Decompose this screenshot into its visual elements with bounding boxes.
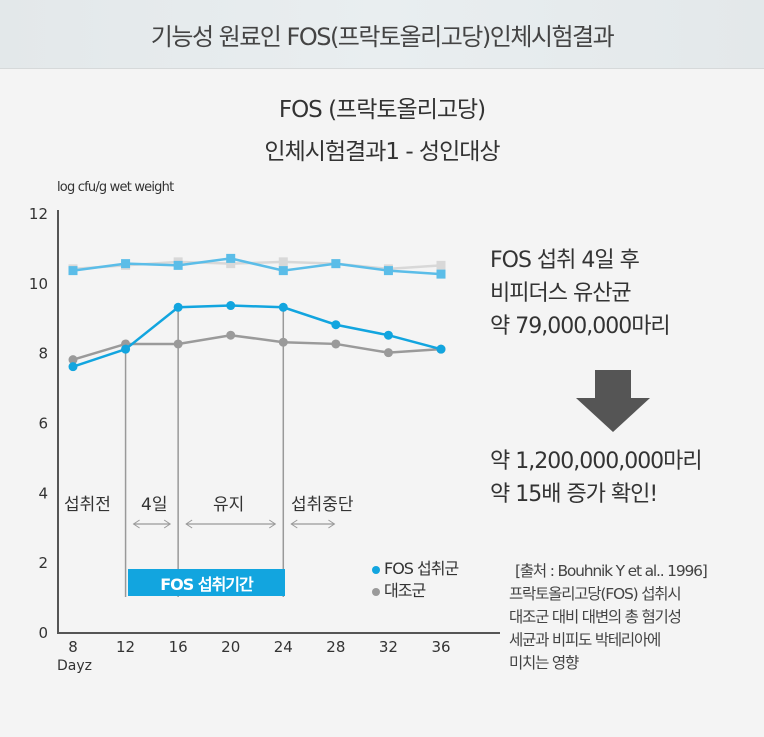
data-point — [173, 260, 183, 270]
arrow-head — [163, 519, 172, 529]
y-axis-label: log cfu/g wet weight — [57, 180, 174, 195]
data-point — [226, 259, 236, 269]
y-tick-label: 8 — [38, 345, 48, 363]
data-point — [68, 362, 78, 372]
arrow-head — [328, 519, 336, 529]
data-point — [383, 266, 393, 276]
legend-label: 대조군 — [384, 581, 426, 600]
data-point — [278, 337, 288, 347]
x-tick-label: 20 — [221, 638, 240, 656]
period-label-before: 섭취전 — [64, 495, 111, 515]
period-label-maintain: 유지 — [213, 495, 245, 515]
source-note: [출처 : Bouhnik Y et al.. 1996] 프락토올리고당(FO… — [509, 560, 708, 675]
source-line: [출처 : Bouhnik Y et al.. 1996] — [515, 562, 708, 580]
down-arrow-icon — [576, 370, 650, 436]
data-point — [226, 301, 236, 311]
chart-title-1: FOS (프락토올리고당) — [278, 97, 486, 123]
data-point — [278, 257, 288, 267]
arrow-head — [132, 519, 140, 529]
data-point — [121, 259, 131, 269]
y-tick-label: 0 — [38, 624, 48, 642]
data-point — [436, 269, 446, 279]
data-point — [436, 344, 446, 354]
series-line — [72, 304, 442, 368]
legend-item-control: 대조군 — [372, 580, 458, 602]
note-line: FOS 섭취 4일 후 — [490, 248, 640, 273]
legend-label: FOS 섭취군 — [384, 559, 459, 578]
data-point — [226, 253, 236, 263]
x-axis-label: Dayz — [57, 658, 92, 674]
x-tick-label: 36 — [431, 638, 450, 656]
x-tick-label: 32 — [379, 638, 398, 656]
arrow-head — [290, 519, 298, 529]
x-tick-label: 12 — [116, 638, 135, 656]
gray-dot-icon — [372, 587, 380, 596]
data-point — [331, 339, 341, 349]
data-point — [121, 344, 131, 354]
y-tick-label: 6 — [38, 415, 48, 433]
data-point — [383, 330, 393, 340]
legend: FOS 섭취군 대조군 — [372, 558, 459, 602]
note-before: FOS 섭취 4일 후 비피더스 유산균 약 79,000,000마리 — [490, 244, 671, 343]
note-line: 비피더스 유산균 — [490, 281, 632, 306]
data-point — [226, 330, 236, 340]
y-tick-label: 4 — [38, 484, 48, 502]
period-label-4days: 4일 — [141, 495, 168, 515]
arrow-head — [185, 519, 193, 529]
legend-item-fos: FOS 섭취군 — [372, 558, 459, 580]
data-point — [278, 302, 288, 312]
source-line: 세균과 비피도 박테리아에 — [509, 631, 661, 649]
header-title: 기능성 원료인 FOS(프락토올리고당)인체시험결과 — [0, 0, 764, 69]
blue-dot-icon — [372, 565, 380, 574]
y-tick-label: 12 — [29, 205, 48, 223]
y-tick-label: 10 — [29, 275, 48, 293]
source-line: 미치는 영향 — [509, 654, 579, 672]
series-line — [72, 257, 442, 276]
arrow-head — [269, 519, 277, 529]
data-point — [383, 348, 393, 358]
note-line: 약 15배 증가 확인! — [490, 482, 658, 507]
series-line — [72, 333, 442, 361]
intake-period-box: FOS 섭취기간 — [128, 569, 285, 596]
x-tick-label: 16 — [169, 638, 188, 656]
data-point — [173, 302, 183, 312]
period-label-stop: 섭취중단 — [291, 495, 354, 515]
data-point — [436, 260, 446, 270]
data-point — [278, 266, 288, 276]
note-line: 약 79,000,000마리 — [490, 314, 671, 339]
data-point — [331, 320, 341, 330]
data-point — [68, 355, 78, 365]
x-tick-label: 8 — [68, 638, 78, 656]
data-point — [331, 259, 341, 269]
x-tick-label: 28 — [326, 638, 345, 656]
chart-title-2: 인체시험결과1 - 성인대상 — [264, 139, 500, 165]
y-tick-label: 2 — [38, 554, 48, 572]
source-line: 프락토올리고당(FOS) 섭취시 — [509, 585, 682, 603]
data-point — [173, 339, 183, 349]
x-tick-label: 24 — [274, 638, 293, 656]
source-line: 대조군 대비 대변의 총 혐기성 — [509, 608, 682, 626]
note-after: 약 1,200,000,000마리 약 15배 증가 확인! — [490, 445, 703, 511]
data-point — [68, 266, 78, 276]
note-line: 약 1,200,000,000마리 — [490, 449, 703, 474]
